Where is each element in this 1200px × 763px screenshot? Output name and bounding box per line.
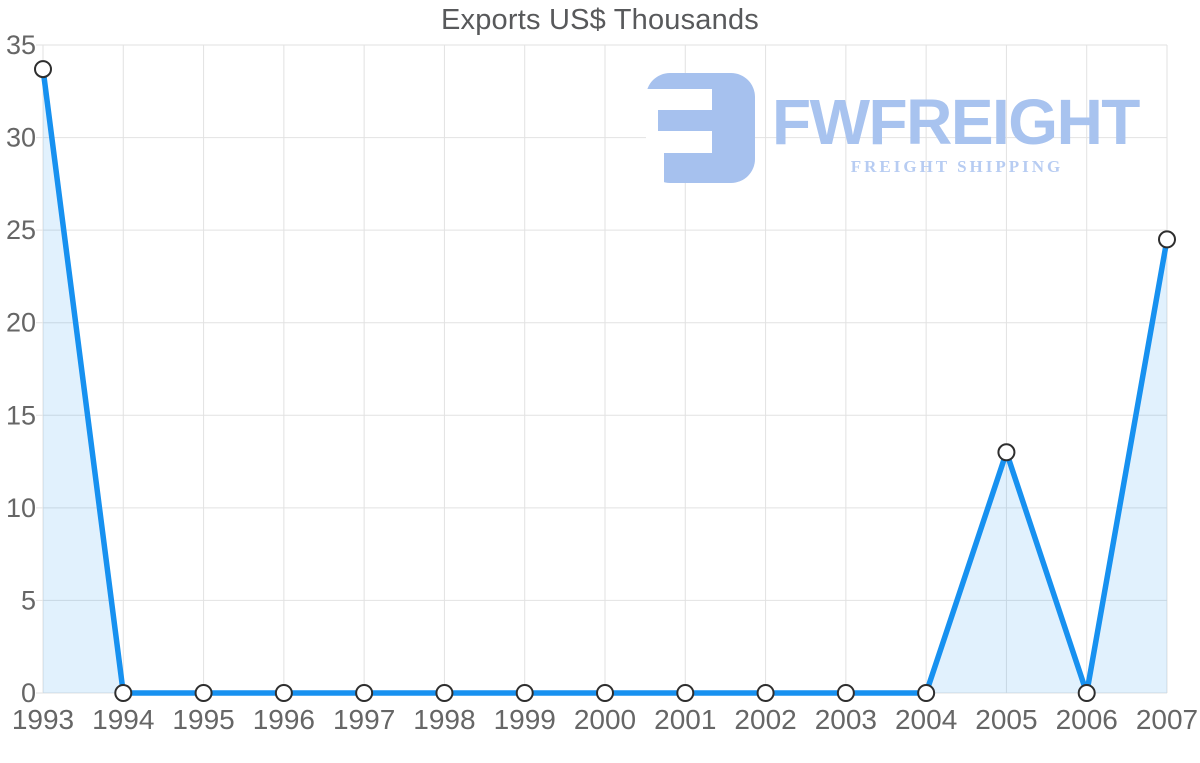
y-tick-label: 20	[6, 308, 36, 338]
x-axis-labels: 1993 1994 1995 1996 1997 1998 1999 2000 2001 2002…	[12, 704, 1198, 735]
y-tick-label: 0	[21, 678, 36, 708]
data-point-2003	[836, 684, 855, 702]
data-point-1999	[515, 684, 534, 702]
x-tick-label: 2002	[734, 704, 796, 735]
gridlines	[36, 44, 1168, 694]
data-point-2006	[1077, 684, 1096, 702]
data-point-1996	[274, 684, 293, 702]
data-point-1993	[34, 60, 52, 79]
y-tick-label: 25	[6, 215, 36, 245]
data-point-2007	[1158, 230, 1176, 249]
data-points	[34, 60, 1176, 702]
x-tick-label: 2007	[1136, 704, 1198, 735]
data-point-1997	[355, 684, 374, 702]
y-tick-label: 5	[21, 585, 36, 615]
series-area-fill	[43, 69, 1167, 694]
x-tick-label: 2003	[815, 704, 877, 735]
data-point-1995	[194, 684, 213, 702]
y-axis-labels: 0 5 10 15 20 25 30 35	[6, 30, 36, 708]
x-tick-label: 1998	[413, 704, 475, 735]
data-point-2000	[596, 684, 614, 702]
x-tick-label: 2005	[975, 704, 1037, 735]
data-point-2005	[997, 443, 1016, 462]
x-tick-label: 1993	[12, 704, 74, 735]
x-tick-label: 2001	[654, 704, 716, 735]
x-tick-label: 2006	[1056, 704, 1118, 735]
data-point-1994	[114, 684, 133, 702]
x-tick-label: 1994	[92, 704, 154, 735]
x-tick-label: 1999	[494, 704, 556, 735]
y-tick-label: 15	[6, 400, 36, 430]
x-tick-label: 2004	[895, 704, 957, 735]
data-point-2001	[676, 684, 695, 702]
data-point-1998	[435, 684, 454, 702]
chart-title: Exports US$ Thousands	[440, 4, 759, 36]
y-tick-label: 10	[6, 493, 36, 523]
data-point-2004	[917, 684, 936, 702]
data-point-2002	[756, 684, 775, 702]
x-tick-label: 1996	[253, 704, 315, 735]
x-tick-label: 1997	[333, 704, 395, 735]
x-tick-label: 1995	[172, 704, 234, 735]
y-tick-label: 35	[6, 30, 36, 60]
x-tick-label: 2000	[574, 704, 636, 735]
y-tick-label: 30	[6, 123, 36, 153]
